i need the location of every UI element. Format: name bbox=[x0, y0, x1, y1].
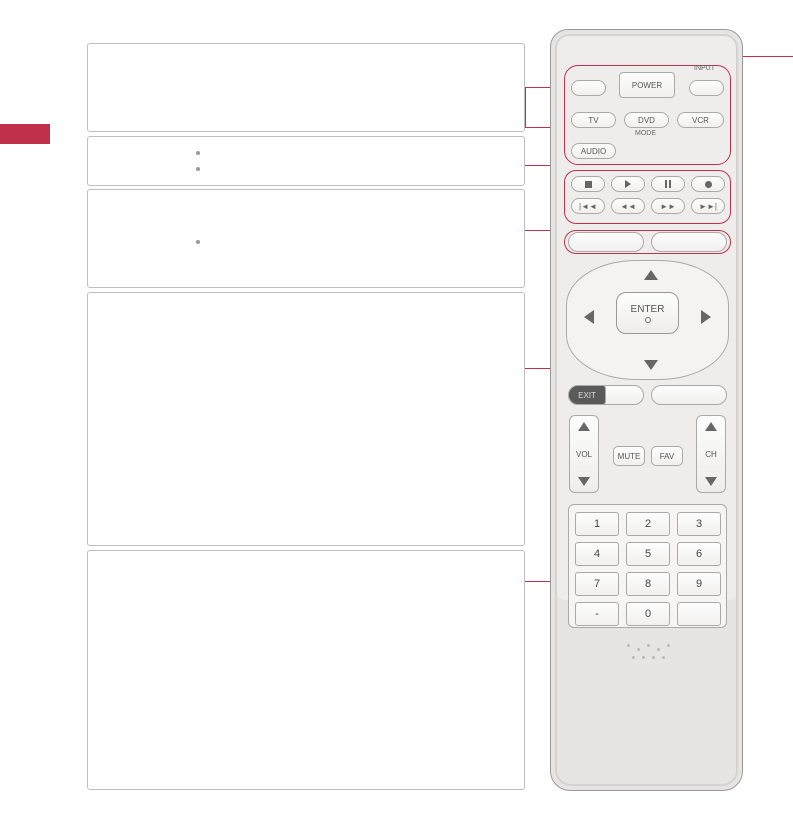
mode-dvd-label: DVD bbox=[638, 116, 655, 125]
blank-button[interactable] bbox=[571, 80, 606, 96]
play-button[interactable] bbox=[611, 176, 645, 192]
input-label: INPUT bbox=[694, 65, 715, 72]
mode-vcr-button[interactable]: VCR bbox=[677, 112, 724, 128]
description-box bbox=[87, 189, 525, 288]
keypad-label: 2 bbox=[645, 518, 651, 530]
menu-left-button[interactable] bbox=[568, 232, 644, 252]
keypad-9[interactable]: 9 bbox=[677, 572, 721, 596]
description-box bbox=[87, 550, 525, 790]
arrow-up-icon bbox=[644, 270, 658, 280]
keypad-label: 0 bbox=[645, 608, 651, 620]
keypad-label: 1 bbox=[594, 518, 600, 530]
menu-right-button[interactable] bbox=[651, 232, 727, 252]
exit-button[interactable]: EXIT bbox=[568, 385, 606, 405]
mode-section-label: MODE bbox=[635, 130, 656, 137]
channel-rocker[interactable]: CH bbox=[696, 415, 726, 493]
description-box bbox=[87, 292, 525, 546]
keypad-7[interactable]: 7 bbox=[575, 572, 619, 596]
ch-down-icon bbox=[705, 477, 717, 486]
record-button[interactable] bbox=[691, 176, 725, 192]
mode-dvd-button[interactable]: DVD bbox=[624, 112, 669, 128]
audio-button[interactable]: AUDIO bbox=[571, 143, 616, 159]
keypad-8[interactable]: 8 bbox=[626, 572, 670, 596]
skip-back-button[interactable]: |◄◄ bbox=[571, 198, 605, 214]
ch-up-icon bbox=[705, 422, 717, 431]
arrow-down-icon bbox=[644, 360, 658, 370]
enter-button[interactable]: ENTER bbox=[616, 292, 679, 334]
record-icon bbox=[705, 181, 712, 188]
arrow-left-icon bbox=[584, 310, 594, 324]
keypad-label: 8 bbox=[645, 578, 651, 590]
skip-back-icon: |◄◄ bbox=[579, 202, 597, 211]
stop-button[interactable] bbox=[571, 176, 605, 192]
description-box bbox=[87, 136, 525, 186]
keypad-5[interactable]: 5 bbox=[626, 542, 670, 566]
mode-vcr-label: VCR bbox=[692, 116, 709, 125]
lower-right-button[interactable] bbox=[651, 385, 727, 405]
mute-label: MUTE bbox=[618, 452, 641, 461]
dpad: ENTER bbox=[566, 260, 729, 380]
remote-control: POWER INPUT TV DVD VCR MODE AUDIO |◄◄ ◄◄… bbox=[550, 29, 743, 791]
keypad-label: - bbox=[595, 608, 599, 620]
stop-icon bbox=[585, 181, 592, 188]
keypad-label: 7 bbox=[594, 578, 600, 590]
skip-fwd-icon: ►►| bbox=[699, 202, 717, 211]
volume-rocker[interactable]: VOL bbox=[569, 415, 599, 493]
ch-label: CH bbox=[705, 450, 717, 459]
vol-up-icon bbox=[578, 422, 590, 431]
vol-down-icon bbox=[578, 477, 590, 486]
rewind-icon: ◄◄ bbox=[620, 202, 636, 211]
keypad-label: 9 bbox=[696, 578, 702, 590]
keypad-label: 3 bbox=[696, 518, 702, 530]
audio-label: AUDIO bbox=[581, 147, 606, 156]
keypad-0[interactable]: 0 bbox=[626, 602, 670, 626]
keypad-dash[interactable]: - bbox=[575, 602, 619, 626]
keypad-blank[interactable] bbox=[677, 602, 721, 626]
vol-label: VOL bbox=[576, 450, 592, 459]
pause-button[interactable] bbox=[651, 176, 685, 192]
exit-label: EXIT bbox=[578, 391, 596, 400]
callout-line bbox=[740, 56, 793, 57]
keypad-4[interactable]: 4 bbox=[575, 542, 619, 566]
page-tab bbox=[0, 124, 50, 144]
arrow-right-icon bbox=[701, 310, 711, 324]
play-icon bbox=[625, 180, 631, 188]
keypad-2[interactable]: 2 bbox=[626, 512, 670, 536]
skip-fwd-button[interactable]: ►►| bbox=[691, 198, 725, 214]
keypad-label: 6 bbox=[696, 548, 702, 560]
fav-label: FAV bbox=[660, 452, 675, 461]
description-box bbox=[87, 43, 525, 132]
keypad-label: 4 bbox=[594, 548, 600, 560]
keypad-6[interactable]: 6 bbox=[677, 542, 721, 566]
mode-tv-button[interactable]: TV bbox=[571, 112, 616, 128]
enter-label: ENTER bbox=[631, 304, 665, 315]
mute-button[interactable]: MUTE bbox=[613, 446, 645, 466]
keypad-label: 5 bbox=[645, 548, 651, 560]
forward-icon: ►► bbox=[660, 202, 676, 211]
forward-button[interactable]: ►► bbox=[651, 198, 685, 214]
mode-tv-label: TV bbox=[588, 116, 598, 125]
fav-button[interactable]: FAV bbox=[651, 446, 683, 466]
input-button[interactable] bbox=[689, 80, 724, 96]
keypad-1[interactable]: 1 bbox=[575, 512, 619, 536]
power-button[interactable]: POWER bbox=[619, 72, 675, 98]
callout-line bbox=[525, 87, 526, 127]
power-label: POWER bbox=[632, 81, 662, 90]
keypad-3[interactable]: 3 bbox=[677, 512, 721, 536]
rewind-button[interactable]: ◄◄ bbox=[611, 198, 645, 214]
enter-ring-icon bbox=[645, 317, 651, 323]
pause-icon bbox=[665, 180, 671, 188]
